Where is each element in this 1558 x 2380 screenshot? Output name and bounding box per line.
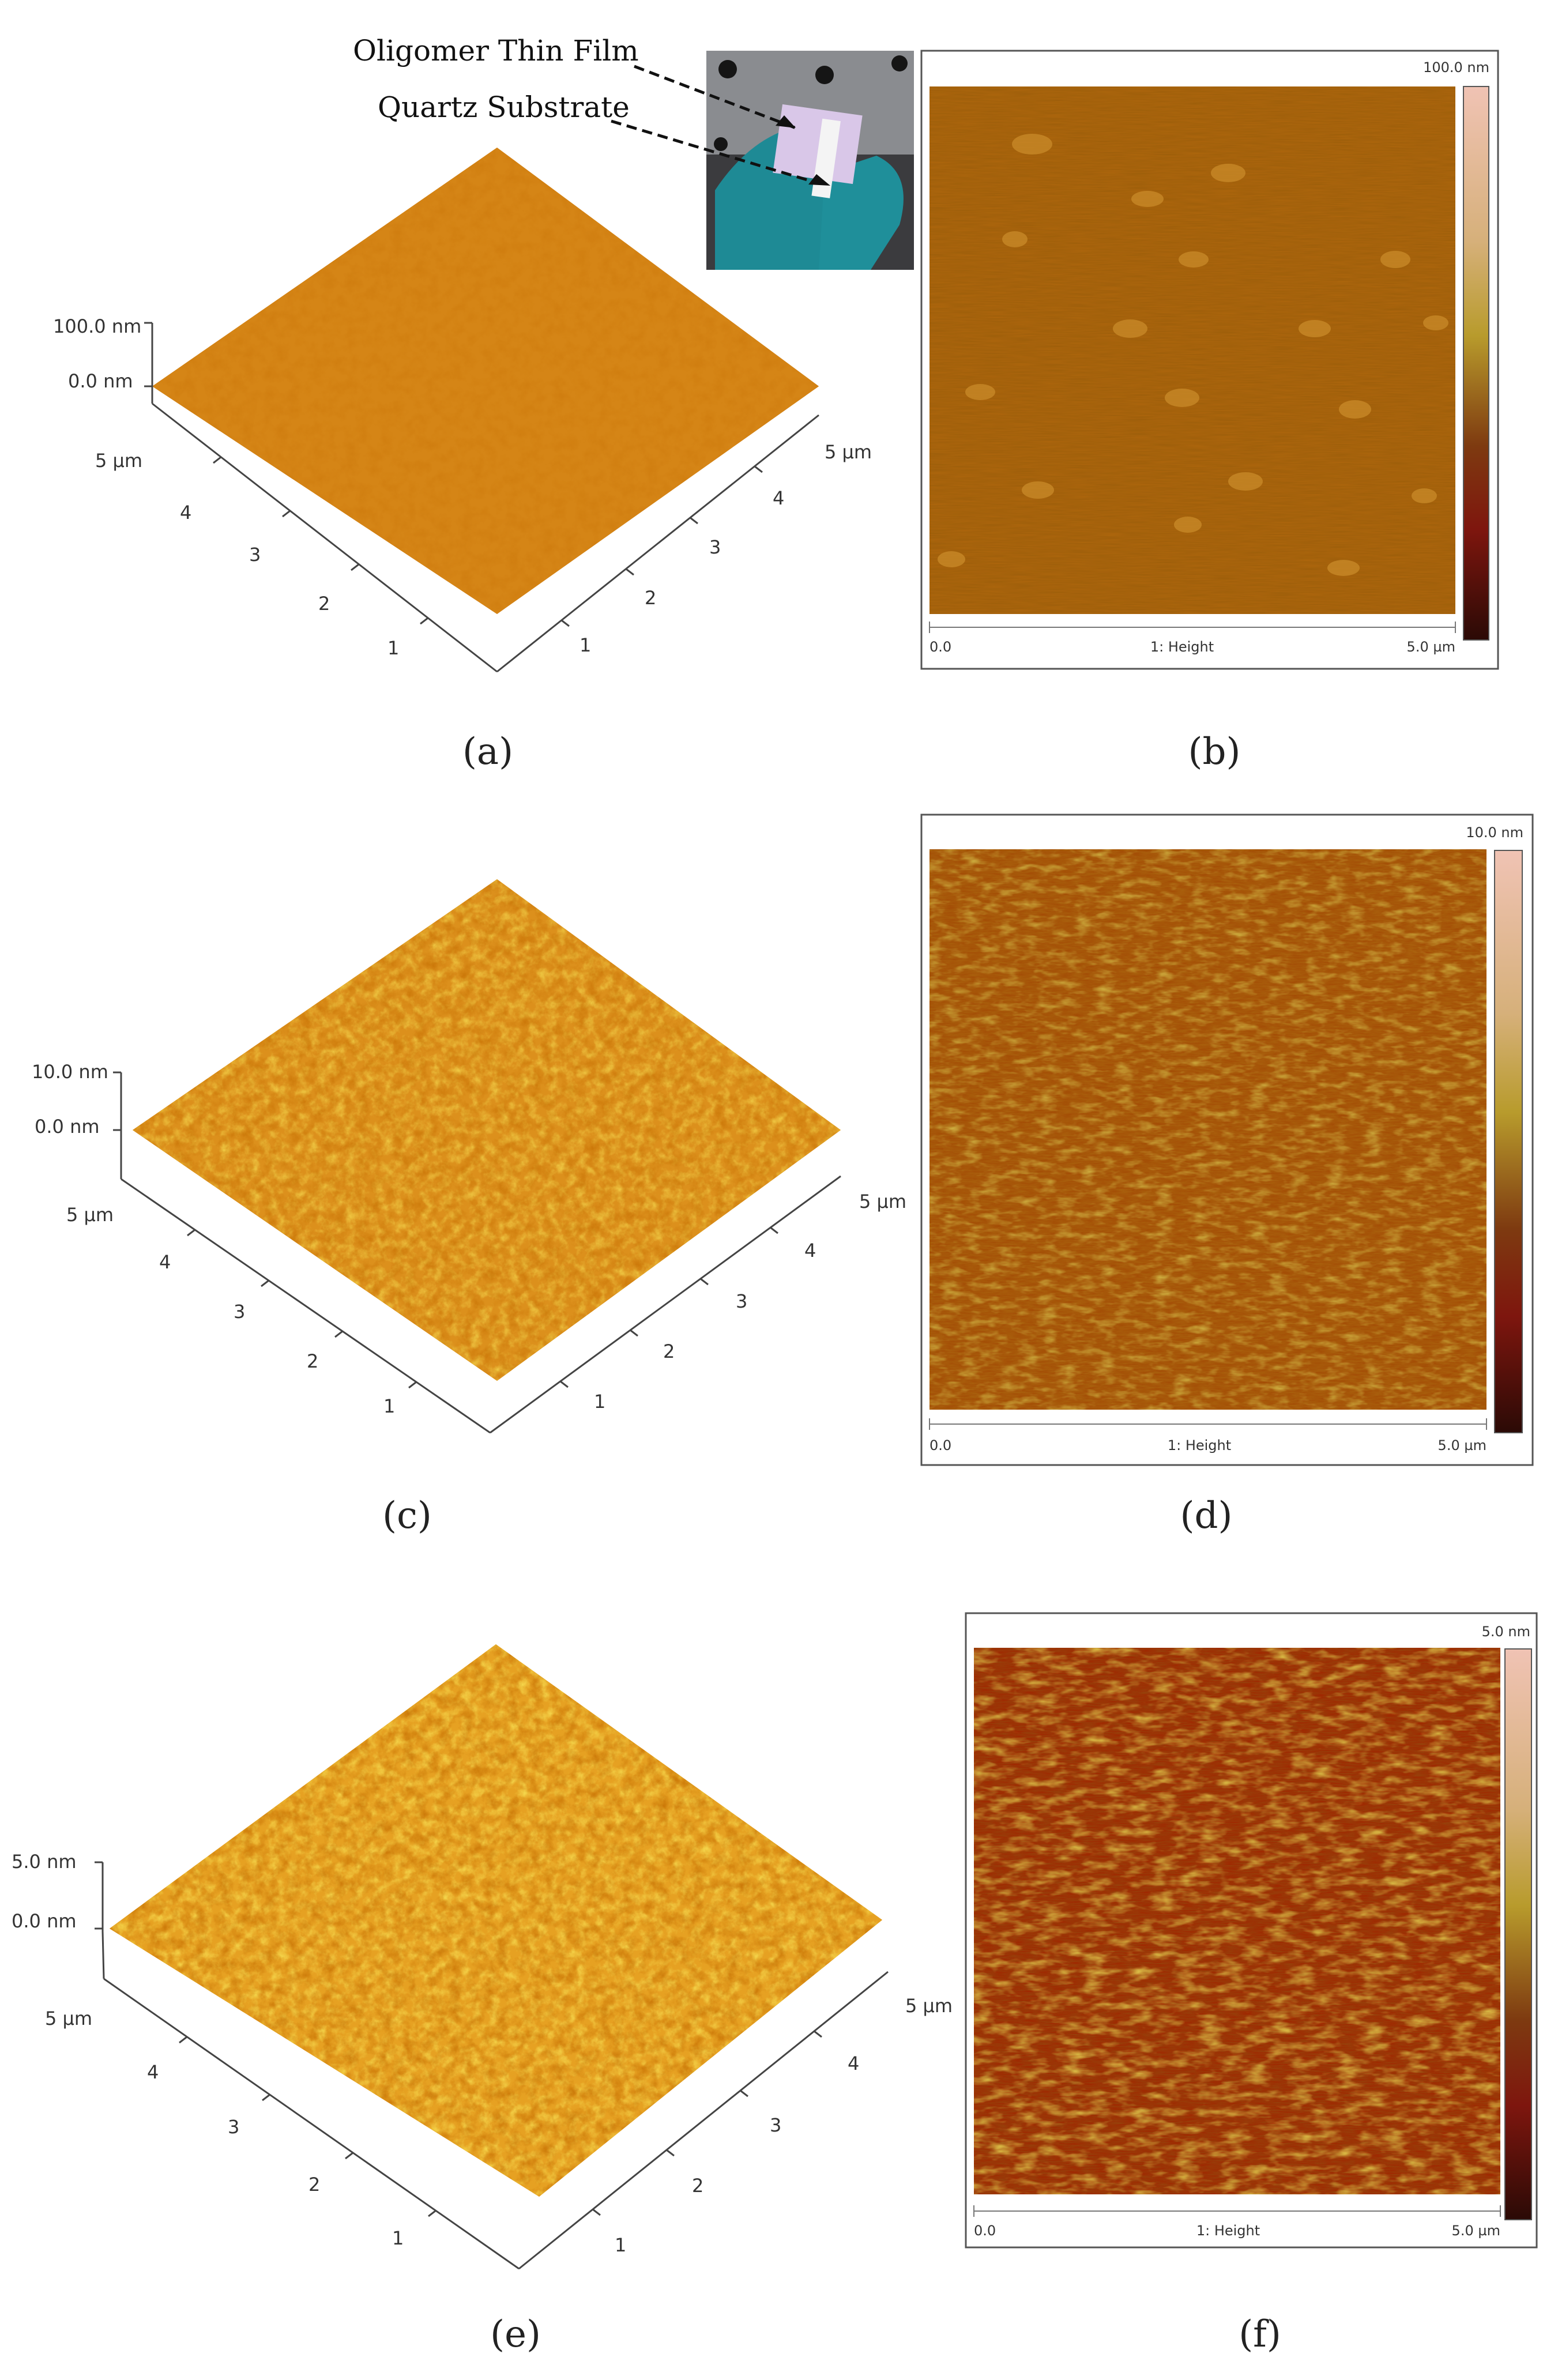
panel-b-scale-top: 100.0 nm [1423, 59, 1489, 76]
panel-e-right-4: 4 [848, 2053, 859, 2074]
panel-b-colorbar [1463, 86, 1489, 641]
panel-c-z-top: 10.0 nm [32, 1061, 108, 1083]
panel-d-colorbar [1494, 850, 1523, 1433]
panel-f-colorbar [1504, 1648, 1532, 2220]
panel-a-right-3: 3 [709, 536, 721, 558]
arrow-head-film [776, 115, 796, 128]
panel-c-right-1: 1 [594, 1391, 605, 1413]
panel-c-right-5: 5 µm [859, 1191, 906, 1212]
panel-b-x-label: 1: Height [1150, 639, 1214, 655]
panel-c-left-4: 4 [159, 1251, 171, 1273]
panel-c-left-2: 2 [307, 1350, 318, 1372]
panel-c-3d-surface [113, 879, 841, 1434]
panel-a-left-3: 3 [249, 544, 261, 566]
panel-c-right-3: 3 [736, 1290, 747, 1312]
panel-a-right-2: 2 [645, 587, 656, 609]
panel-c-right-4: 4 [804, 1240, 816, 1261]
panel-a-left-5: 5 µm [95, 450, 142, 472]
panel-e-right-2: 2 [692, 2175, 703, 2197]
panel-c-left-3: 3 [234, 1301, 245, 1323]
panel-f-caption: (f) [1239, 2313, 1281, 2356]
panel-e-left-1: 1 [392, 2227, 404, 2249]
panel-c-caption: (c) [382, 1494, 432, 1537]
panel-a-z-top: 100.0 nm [53, 315, 141, 337]
annotation-arrows [611, 65, 819, 185]
panel-a-left-1: 1 [387, 637, 399, 659]
panel-d-x-start: 0.0 [929, 1437, 951, 1453]
panel-f-x-end: 5.0 µm [1452, 2223, 1500, 2239]
panel-b-height-map [920, 50, 1499, 670]
panel-a-right-1: 1 [579, 634, 591, 656]
panel-a-z-zero: 0.0 nm [68, 370, 133, 392]
panel-f-x-start: 0.0 [974, 2223, 996, 2239]
panel-d-scale-top: 10.0 nm [1466, 824, 1523, 841]
panel-e-right-5: 5 µm [905, 1995, 953, 2017]
panel-e-left-3: 3 [228, 2116, 239, 2138]
oligomer-thin-film-label: Oligomer Thin Film [353, 34, 639, 67]
panel-a-left-2: 2 [318, 593, 330, 615]
panel-d-x-end: 5.0 µm [1438, 1437, 1487, 1453]
panel-b-x-end: 5.0 µm [1407, 639, 1455, 655]
panel-b-caption: (b) [1188, 730, 1241, 773]
panel-f-height-map [965, 1612, 1538, 2249]
panel-a-right-5: 5 µm [825, 441, 872, 463]
panel-c-z-zero: 0.0 nm [35, 1116, 100, 1138]
panel-e-caption: (e) [490, 2313, 541, 2356]
panel-e-right-3: 3 [770, 2114, 781, 2136]
panel-a-right-4: 4 [773, 487, 784, 509]
panel-e-z-top: 5.0 nm [12, 1851, 77, 1873]
panel-e-right-1: 1 [615, 2234, 626, 2256]
panel-e-3d-surface [95, 1644, 889, 2270]
panel-d-x-label: 1: Height [1168, 1437, 1231, 1453]
panel-e-left-2: 2 [308, 2174, 320, 2196]
panel-f-x-label: 1: Height [1196, 2223, 1260, 2239]
panel-a-left-4: 4 [180, 502, 191, 524]
inset-photo [706, 51, 914, 270]
arrow-head-quartz [808, 174, 830, 186]
panel-c-right-2: 2 [663, 1340, 675, 1362]
panel-c-left-5: 5 µm [66, 1204, 114, 1226]
panel-a-caption: (a) [462, 730, 513, 773]
panel-d-height-map [920, 814, 1534, 1466]
panel-e-left-4: 4 [147, 2061, 159, 2083]
quartz-substrate-label: Quartz Substrate [378, 91, 630, 124]
panel-e-left-5: 5 µm [45, 2008, 92, 2029]
panel-e-z-zero: 0.0 nm [12, 1910, 77, 1932]
panel-f-scale-top: 5.0 nm [1482, 1624, 1530, 1640]
panel-c-left-1: 1 [383, 1395, 395, 1417]
panel-d-caption: (d) [1180, 1494, 1233, 1537]
panel-b-x-start: 0.0 [929, 639, 951, 655]
